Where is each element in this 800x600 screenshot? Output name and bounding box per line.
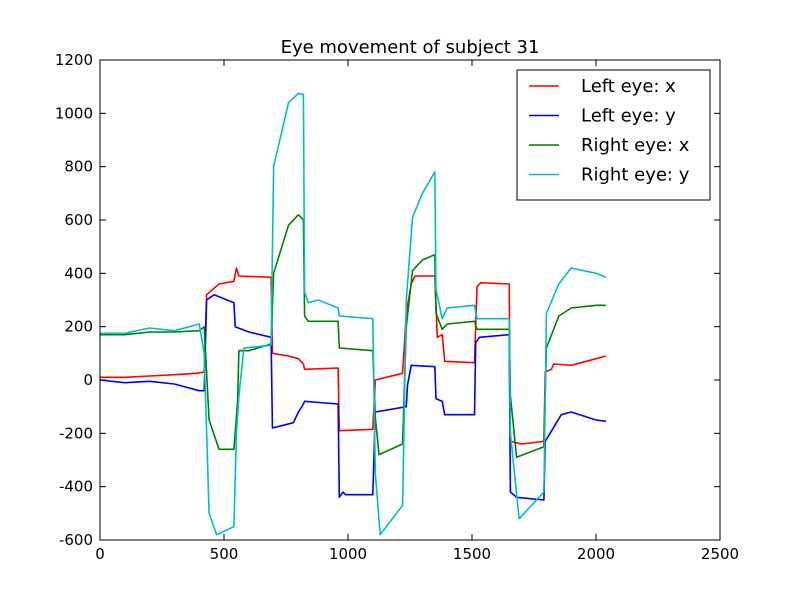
x-tick-label: 500 xyxy=(210,545,239,563)
x-tick-label: 0 xyxy=(95,545,105,563)
y-tick-label: 1000 xyxy=(55,104,93,122)
y-tick-label: 400 xyxy=(64,264,93,282)
legend-label-0: Left eye: x xyxy=(581,76,676,97)
plot-frame xyxy=(99,59,721,541)
series-line-3 xyxy=(100,92,607,536)
y-tick-label: -600 xyxy=(59,531,93,549)
legend: Left eye: x Left eye: y Right eye: x Right … xyxy=(516,69,711,201)
series-group xyxy=(100,92,607,536)
x-tick-label: 1500 xyxy=(453,545,491,563)
legend-label-2: Right eye: x xyxy=(581,135,690,156)
series-line-0 xyxy=(100,267,607,445)
y-tick-label: 1200 xyxy=(55,51,93,69)
series-line-2 xyxy=(100,213,606,459)
y-tick-label: 600 xyxy=(64,211,93,229)
legend-label-1: Left eye: y xyxy=(581,106,676,127)
y-tick-label: 800 xyxy=(64,158,93,176)
legend-label-3: Right eye: y xyxy=(581,165,690,186)
y-tick-label: 0 xyxy=(83,371,93,389)
series-line-1 xyxy=(100,293,607,501)
x-tick-label: 2000 xyxy=(577,545,615,563)
y-tick-label: -400 xyxy=(59,478,93,496)
x-tick-label: 2500 xyxy=(701,545,739,563)
x-tick-label: 1000 xyxy=(329,545,367,563)
y-tick-label: -200 xyxy=(59,424,93,442)
y-tick-label: 200 xyxy=(64,318,93,336)
chart-title: Eye movement of subject 31 xyxy=(281,37,540,58)
legend-box xyxy=(516,69,711,201)
